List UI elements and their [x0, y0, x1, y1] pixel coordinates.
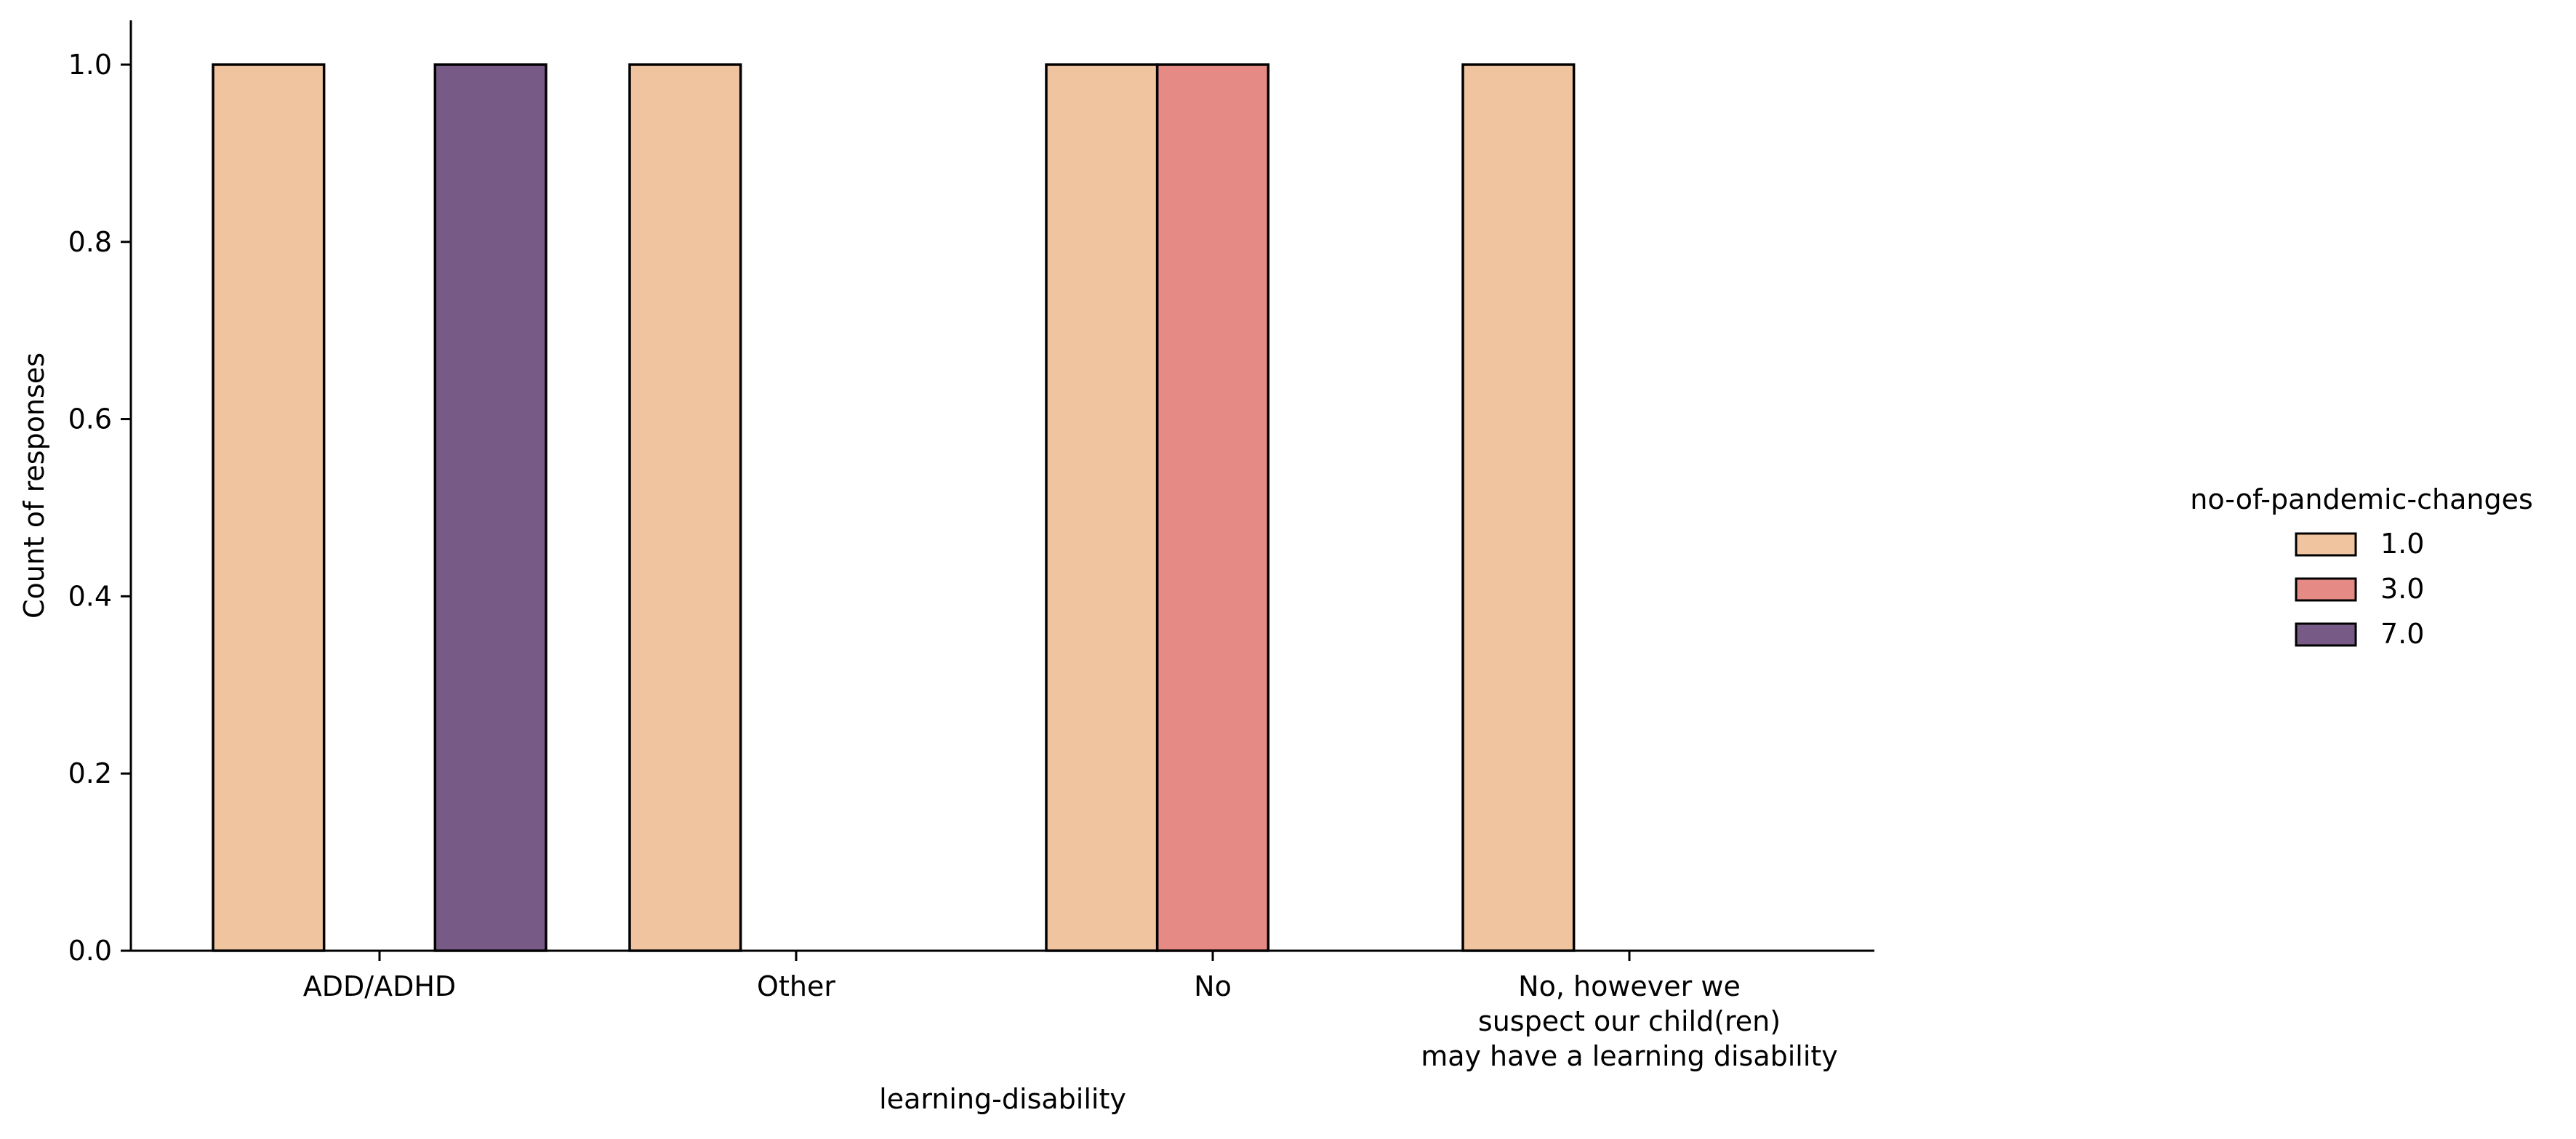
y-tick-label: 0.6	[68, 403, 112, 435]
legend-label-1-0: 1.0	[2380, 528, 2424, 560]
bars-group	[212, 63, 1576, 952]
y-tick-label: 1.0	[68, 49, 112, 81]
legend-swatch-7-0	[2295, 622, 2357, 647]
bar-3-0-cat-2	[1155, 63, 1270, 952]
y-axis: 0.0 0.2 0.4 0.6 0.8 1.0	[68, 20, 132, 967]
legend-label-3-0: 3.0	[2380, 573, 2424, 605]
legend-title: no-of-pandemic-changes	[2190, 483, 2533, 515]
legend-swatch-1-0	[2295, 532, 2357, 557]
y-tick-label: 0.0	[68, 935, 112, 967]
bar-7-0-cat-0	[433, 63, 547, 952]
legend-swatch-3-0	[2295, 577, 2357, 602]
y-tick-label: 0.8	[68, 226, 112, 258]
y-axis-title: Count of responses	[18, 353, 50, 619]
legend-label-7-0: 7.0	[2380, 618, 2424, 650]
x-tick-label: Other	[757, 970, 835, 1002]
x-tick-label: No	[1194, 970, 1232, 1002]
plot-area: 0.0 0.2 0.4 0.6 0.8 1.0 ADD/ADHD Other No No, ho…	[68, 20, 1874, 1072]
x-axis-title: learning-disability	[879, 1083, 1126, 1115]
legend: no-of-pandemic-changes 1.0 3.0 7.0	[2190, 483, 2533, 650]
y-tick-label: 0.4	[68, 580, 112, 612]
bar-1-0-cat-0	[212, 63, 326, 952]
x-tick-label: ADD/ADHD	[303, 970, 456, 1002]
y-tick-label: 0.2	[68, 757, 112, 789]
bar-1-0-cat-2	[1045, 63, 1159, 952]
bar-1-0-cat-3	[1461, 63, 1576, 952]
x-tick-label: No, however we suspect our child(ren) may …	[1421, 970, 1838, 1072]
x-axis: ADD/ADHD Other No No, however we suspect our…	[131, 949, 1874, 1072]
bar-1-0-cat-1	[628, 63, 742, 952]
